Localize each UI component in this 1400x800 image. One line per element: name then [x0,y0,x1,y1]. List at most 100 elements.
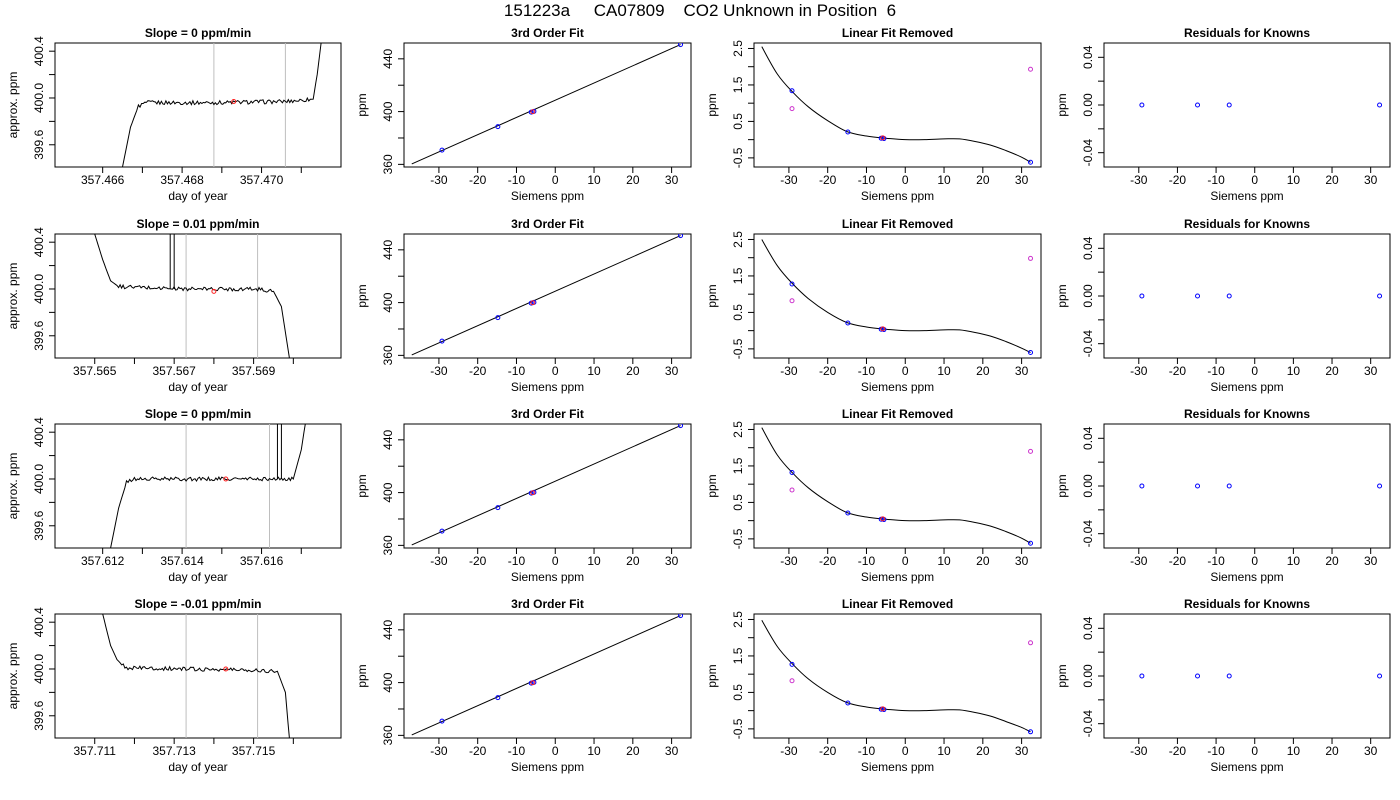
plot-area [102,614,290,738]
known-standard-point [495,315,501,321]
x-tick-label: -30 [1130,173,1148,187]
x-tick-label: -10 [508,364,526,378]
figure-title: 151223a CA07809 CO2 Unknown in Position … [503,1,897,20]
y-tick-label: 2.5 [731,611,745,628]
y-tick-label: 399.6 [32,510,46,540]
plot-frame [54,42,342,168]
known-standard-point [439,718,445,724]
y-tick-label: 400 [381,292,395,312]
y-tick-label: 400.4 [32,36,46,66]
y-tick-label: 0.04 [1081,616,1095,640]
sample-point [231,98,237,104]
x-tick-label: 30 [1364,364,1378,378]
y-tick-label: 0.04 [1081,236,1095,260]
x-tick-label: -30 [1130,744,1148,758]
chart-panel-r2c3: Residuals for Knowns Siemens ppm ppm -30 -20… [1055,407,1391,584]
x-axis-label: day of year [168,760,227,774]
plot-frame [1103,42,1391,168]
x-tick-label: -20 [819,744,837,758]
x-axis-label: Siemens ppm [511,570,584,584]
plot-area [1139,293,1383,299]
x-axis-label: Siemens ppm [1210,189,1283,203]
x-axis-label: Siemens ppm [1210,570,1283,584]
x-tick-label: -10 [1207,554,1225,568]
x-tick-label: 10 [587,364,601,378]
x-tick-label: 20 [626,364,640,378]
x-tick-label: -20 [469,364,487,378]
chart-panel-r0c2: Linear Fit Removed Siemens ppm ppm -30 -20 -1… [705,26,1042,203]
x-tick-label: -10 [508,173,526,187]
y-axis-label: approx. ppm [6,263,20,330]
panel-title: Slope = 0.01 ppm/min [136,217,259,231]
panel-title: Residuals for Knowns [1184,217,1310,231]
known-standard-point [1139,293,1145,299]
y-tick-label: 399.6 [32,700,46,730]
y-axis-label: ppm [705,93,719,116]
plot-frame [753,423,1042,549]
x-tick-label: 0 [1251,554,1258,568]
x-tick-label: -30 [780,554,798,568]
plot-frame [1103,613,1391,739]
x-tick-label: 357.713 [152,744,196,758]
x-tick-label: -30 [430,554,448,568]
y-tick-label: 0.04 [1081,426,1095,450]
y-tick-label: 0.00 [1081,284,1095,308]
sample-point [530,490,536,496]
x-tick-label: -30 [430,744,448,758]
x-tick-label: -20 [469,744,487,758]
known-standard-point [439,338,445,344]
known-standard-point [495,505,501,511]
panel-title: 3rd Order Fit [511,217,584,231]
x-tick-label: 357.616 [240,554,284,568]
fit-curve [761,239,1031,353]
y-tick-label: 360 [381,725,395,745]
x-tick-label: 0 [1251,744,1258,758]
unknown-point [789,106,795,112]
sample-point [880,326,886,332]
x-tick-label: 20 [1325,744,1339,758]
y-axis-label: ppm [1055,284,1069,307]
sample-point [880,706,886,712]
x-tick-label: 357.567 [152,364,196,378]
x-tick-label: 20 [976,364,990,378]
x-tick-label: 20 [1325,173,1339,187]
plot-frame [1103,423,1391,549]
fit-line [411,425,681,546]
y-tick-label: 440 [381,619,395,639]
x-tick-label: 10 [937,364,951,378]
plot-frame [54,423,342,549]
sample-point [211,288,217,294]
panel-title: Residuals for Knowns [1184,407,1310,421]
x-tick-label: 10 [587,173,601,187]
y-tick-label: 400 [381,101,395,121]
x-tick-label: 0 [1251,173,1258,187]
x-tick-label: -30 [1130,364,1148,378]
x-axis-label: Siemens ppm [511,380,584,394]
y-tick-label: -0.04 [1081,710,1095,738]
y-axis-label: approx. ppm [6,643,20,710]
y-tick-label: 360 [381,535,395,555]
x-axis-label: day of year [168,570,227,584]
x-tick-label: 357.711 [73,744,116,758]
plot-area [1139,483,1383,489]
panel-title: Slope = -0.01 ppm/min [134,597,261,611]
sample-point [223,666,229,672]
x-tick-label: -20 [819,554,837,568]
x-tick-label: 10 [937,554,951,568]
plot-area [761,239,1034,356]
unknown-point [1028,448,1034,454]
chart-panel-r2c1: 3rd Order Fit Siemens ppm ppm -30 -20 -10 0 10 2… [355,407,692,584]
fit-curve [761,427,1031,544]
unknown-point [789,678,795,684]
y-axis-label: ppm [705,474,719,497]
x-tick-label: 20 [626,173,640,187]
x-tick-label: -10 [508,744,526,758]
chart-panel-r2c2: Linear Fit Removed Siemens ppm ppm -30 -20 -1… [705,407,1042,584]
co2-trace [122,43,322,167]
plot-frame [403,613,692,739]
panel-title: Residuals for Knowns [1184,597,1310,611]
known-standard-point [1226,673,1232,679]
x-tick-label: -10 [858,364,876,378]
known-standard-point [678,234,684,239]
